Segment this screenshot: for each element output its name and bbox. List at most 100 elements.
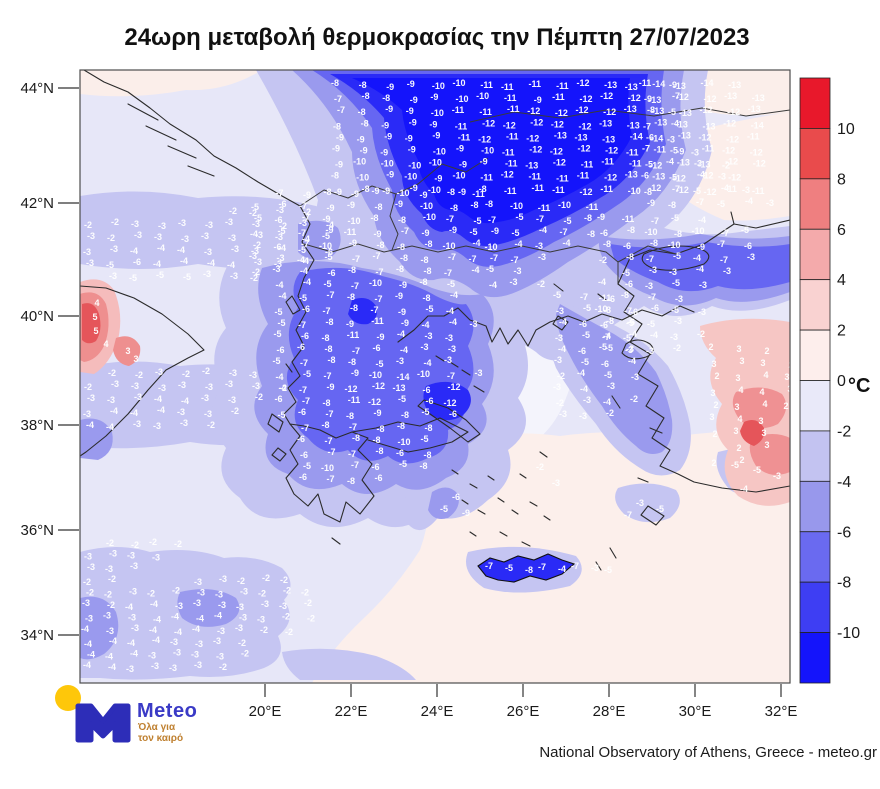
colorbar-segment [799,329,831,381]
value-label: -3 [84,551,92,561]
value-label: -3 [583,395,591,405]
logo-brand-text: Meteo [137,700,197,722]
value-label: -4 [423,358,431,368]
value-label: -7 [488,215,496,225]
region-red-anatolia1 [732,387,787,429]
value-label: -3 [133,419,141,429]
lon-tick-label: 22°E [335,703,368,720]
coast-epirus [283,205,315,425]
value-label: -2 [231,406,239,416]
value-label: -10 [691,226,704,236]
value-label: -4 [87,650,95,660]
value-label: -3 [217,626,225,636]
value-label: -3 [82,598,90,608]
value-label: -12 [579,94,592,104]
value-label: -4 [171,611,179,621]
value-label: -5 [717,199,725,209]
value-label: -4 [326,220,334,230]
value-label: -11 [529,79,542,89]
value-label: -6 [274,215,282,225]
value-label: 2 [789,430,794,440]
lon-tick-label: 26°E [507,703,540,720]
value-label: -3 [178,380,186,390]
value-label: -5 [486,264,494,274]
value-label: -9 [360,146,368,156]
value-label: -13 [604,80,617,90]
value-label: -5 [299,293,307,303]
coast-anatolia [617,283,790,493]
value-label: -7 [298,228,306,238]
value-label: -12 [482,118,495,128]
value-label: -7 [643,121,651,131]
border-serbia-bulgaria [417,157,489,185]
value-label: -12 [344,384,357,394]
value-label: -4 [745,196,753,206]
value-label: -4 [275,372,283,382]
value-label: -11 [344,227,357,237]
value-label: -8 [325,317,333,327]
value-label: -3 [106,626,114,636]
value-label: -9 [421,228,429,238]
value-label: -7 [298,320,306,330]
value-label: 2 [783,401,788,411]
value-label: -7 [334,94,342,104]
value-label: -8 [603,239,611,249]
value-label: -4 [196,613,204,623]
value-label: -9 [376,332,384,342]
value-label: -6 [301,331,309,341]
value-label: 3 [758,416,763,426]
value-label: -10 [397,437,410,447]
value-label: -4 [110,406,118,416]
value-label: -8 [621,290,629,300]
value-label: 3 [733,426,738,436]
region-med-nw-dab [298,220,341,260]
value-label: -4 [421,320,429,330]
value-label: -3 [255,230,263,240]
value-label: -13 [702,121,715,131]
value-label: -12 [728,173,741,183]
value-label: -11 [455,121,468,131]
value-label: 3 [736,344,741,354]
value-label: -12 [600,91,613,101]
value-label: -5 [605,343,613,353]
value-label: -12 [628,93,641,103]
value-label: -3 [272,264,280,274]
value-label: -10 [667,240,680,250]
value-label: -12 [530,117,543,127]
value-label: -2 [111,217,119,227]
value-label: -4 [157,243,165,253]
value-label: -10 [558,200,571,210]
value-label: -7 [646,254,654,264]
value-label: -6 [327,268,335,278]
value-label: -9 [385,104,393,114]
value-label: -11 [532,183,545,193]
value-label: -7 [323,371,331,381]
value-label: -4 [539,225,547,235]
value-label: -11 [747,131,760,141]
region-red-anatolia-core [740,420,765,446]
value-label: -4 [105,652,113,662]
value-label: -2 [249,208,257,218]
region-red-italy-dab [113,336,141,366]
colorbar-segment [799,77,831,129]
value-label: -3 [252,219,260,229]
value-label: -3 [201,231,209,241]
value-label: -5 [277,318,285,328]
region-light-rhodes [615,483,680,523]
value-label: -3 [631,372,639,382]
coast-evia [417,399,481,443]
value-label: -10 [428,185,441,195]
logo-tagline-line2: τον καιρό [138,733,183,744]
value-label: -8 [674,229,682,239]
value-label: -3 [276,253,284,263]
value-label: -7 [375,267,383,277]
value-label: -7 [401,226,409,236]
value-label: -2 [86,588,94,598]
value-label: -7 [351,460,359,470]
value-label: -11 [506,131,519,141]
value-label: -7 [571,561,579,571]
value-label: -3 [424,331,432,341]
value-label: -5 [440,504,448,514]
value-label: -7 [352,346,360,356]
